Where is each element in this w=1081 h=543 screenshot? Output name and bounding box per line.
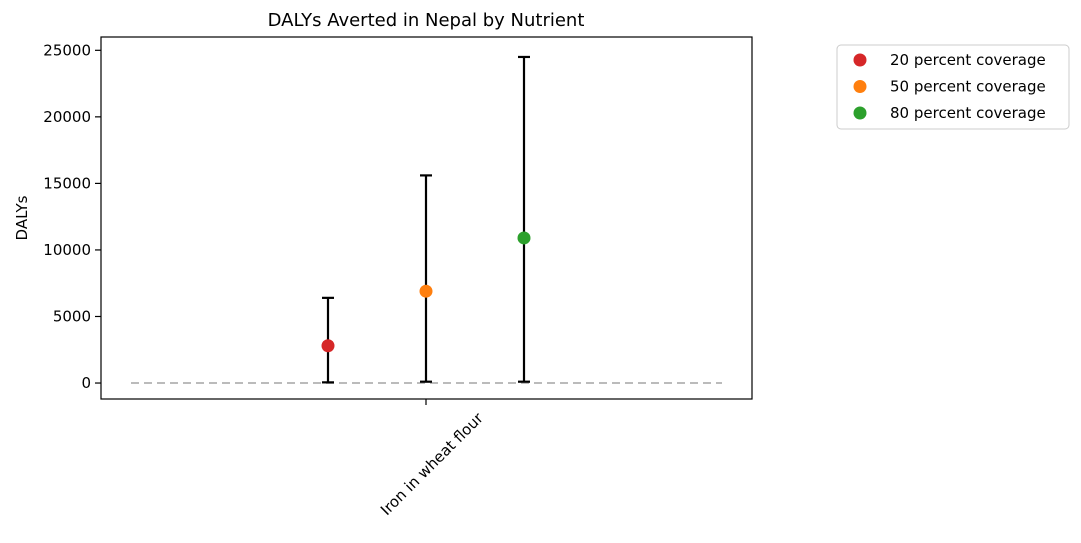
- legend-frame: [836, 44, 1070, 130]
- y-axis-label: DALYs: [13, 195, 31, 240]
- plot-area: 0 5000 10000 15000 20000 25000 Iron in wheat f…: [43, 36, 753, 519]
- legend-label: 20 percent coverage: [890, 51, 1046, 69]
- legend: 20 percent coverage 50 percent coverage 80…: [836, 44, 1070, 130]
- y-tick-label: 20000: [43, 108, 91, 126]
- y-tick-label: 25000: [43, 41, 91, 59]
- y-tick-label: 15000: [43, 174, 91, 192]
- data-point: [517, 231, 531, 245]
- x-tick-label: Iron in wheat flour: [377, 409, 487, 519]
- data-point: [419, 284, 433, 298]
- legend-marker: [853, 106, 867, 120]
- data-point: [321, 339, 335, 353]
- y-tick-label: 10000: [43, 241, 91, 259]
- legend-label: 80 percent coverage: [890, 104, 1046, 122]
- legend-marker: [853, 53, 867, 67]
- y-tick-label: 0: [81, 374, 91, 392]
- legend-label: 50 percent coverage: [890, 78, 1046, 96]
- y-tick-label: 5000: [53, 307, 91, 325]
- legend-marker: [853, 80, 867, 93]
- chart-title: DALYs Averted in Nepal by Nutrient: [268, 10, 585, 31]
